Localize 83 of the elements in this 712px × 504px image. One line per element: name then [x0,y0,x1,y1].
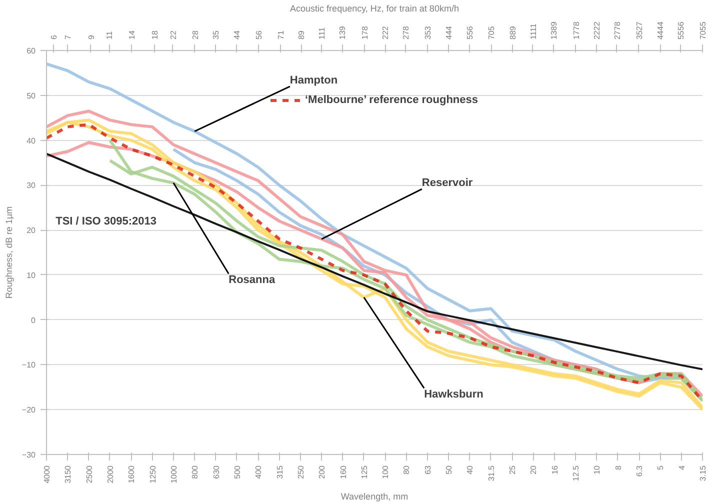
y-tick-label: 40 [26,136,36,146]
x2-tick-label: 111 [317,26,326,40]
x2-tick-label: 11 [105,30,114,40]
x-tick-label: 3.15 [698,464,708,482]
x-tick-label: 4000 [42,464,52,484]
x2-tick-label: 7 [64,34,73,40]
x-tick-label: 25 [508,464,518,474]
x-tick-label: 2500 [84,464,94,484]
x-tick-label: 400 [254,464,264,479]
x2-tick-label: 4444 [656,21,666,40]
x2-tick-label: 9 [86,34,96,40]
annotation: TSI / ISO 3095:2013 [56,215,157,228]
x-tick-label: 50 [444,464,454,474]
x-tick-label: 500 [232,464,242,479]
x2-tick-label: 353 [424,26,433,40]
annotation: Hawksburn [424,388,484,400]
x2-tick-label: 14 [127,30,136,40]
x2-tick-label: 1389 [549,21,558,40]
x-tick-label: 200 [318,464,327,479]
x-tick-label: 100 [381,464,390,479]
x-tick-label: 6.3 [635,464,644,477]
x2-tick-label: 18 [150,30,160,40]
annotation: Reservoir [422,176,474,189]
x-tick-label: 16 [550,464,560,474]
x2-tick-label: 35 [211,30,220,40]
x-tick-label: 63 [423,464,432,474]
y-tick-label: −20 [22,406,36,415]
y-tick-label: 50 [26,91,36,100]
x-tick-label: 630 [212,464,221,479]
y-axis-title: Roughness, dB re 1μm [4,206,14,299]
x2-tick-label: 178 [360,26,370,40]
x2-tick-label: 2222 [592,21,602,40]
x2-tick-label: 1111 [528,22,538,40]
x-tick-label: 5 [656,464,666,470]
x-tick-label: 31.5 [486,464,496,482]
x-tick-label: 12.5 [572,464,581,482]
x-tick-label: 2000 [106,464,115,484]
x2-tick-label: 56 [254,30,264,40]
x-tick-label: 3150 [64,464,73,484]
x-tick-label: 1250 [148,464,158,484]
x-tick-label: 4 [677,464,686,470]
x-tick-label: 20 [529,464,538,474]
x2-tick-label: 2778 [612,21,622,40]
x-tick-label: 1000 [169,464,178,484]
x2-axis-title: Acoustic frequency, Hz, for train at 80km/h [290,4,459,14]
x2-tick-label: 28 [190,30,200,40]
x2-tick-label: 556 [465,26,474,40]
x2-tick-label: 222 [381,26,390,40]
annotation: Hampton [290,74,338,86]
x-tick-label: 10 [592,464,602,474]
x2-tick-label: 889 [508,26,518,40]
x-tick-label: 80 [402,464,412,474]
x-axis-title: Wavelength, mm [340,491,408,502]
y-tick-label: 30 [26,181,36,190]
y-tick-label: 0 [31,316,36,325]
x2-tick-label: 44 [232,30,242,40]
x-tick-label: 1600 [127,464,136,484]
x2-tick-label: 3527 [634,21,644,40]
x2-tick-label: 7055 [698,21,708,40]
x-tick-label: 8 [614,464,623,470]
y-tick-label: 60 [26,46,36,56]
x-tick-label: 125 [360,464,369,479]
x2-tick-label: 1778 [572,21,581,40]
x2-tick-label: 89 [297,30,306,40]
x2-tick-label: 5556 [676,21,686,40]
x2-tick-label: 278 [402,26,411,40]
x-tick-label: 800 [190,464,200,479]
y-tick-label: 10 [26,270,36,280]
annotation: Rosanna [228,274,276,286]
x2-tick-label: 6 [50,34,59,40]
x2-tick-label: 22 [168,30,178,40]
y-tick-label: 20 [26,226,36,236]
x-tick-label: 160 [338,464,348,479]
x2-tick-label: 71 [276,30,286,40]
y-tick-label: −10 [22,360,36,370]
y-tick-label: −30 [22,450,36,460]
x2-tick-label: 705 [487,26,496,40]
x-tick-label: 315 [275,464,284,479]
x2-tick-label: 444 [444,26,454,40]
x2-tick-label: 139 [338,26,348,40]
legend-label: ‘Melbourne’ reference roughness [305,94,478,106]
x-tick-label: 40 [466,464,475,474]
x-tick-label: 250 [296,464,306,479]
